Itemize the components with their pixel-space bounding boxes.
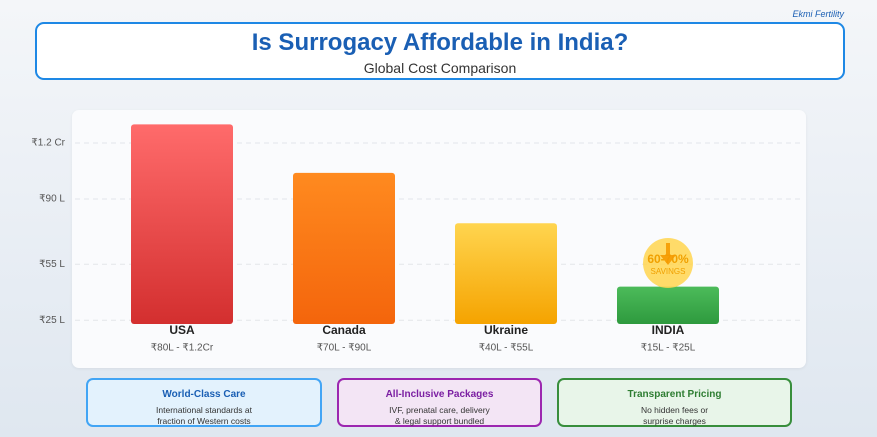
y-tick-label: ₹25 L — [39, 315, 65, 326]
savings-subtext: SAVINGS — [651, 267, 686, 276]
y-tick-label: ₹1.2 Cr — [31, 138, 65, 149]
feature-card: All-Inclusive Packages IVF, prenatal car… — [337, 378, 542, 427]
x-tick-label: INDIA — [652, 323, 685, 337]
savings-arrow — [660, 243, 676, 265]
title: Is Surrogacy Affordable in India? — [251, 29, 629, 56]
feature-title: All-Inclusive Packages — [385, 389, 494, 400]
feature-line: fraction of Western costs — [157, 416, 251, 426]
range-label: ₹80L - ₹1.2Cr — [151, 343, 214, 354]
x-tick-label: USA — [169, 323, 195, 337]
feature-title: World-Class Care — [162, 389, 246, 400]
bar — [293, 172, 395, 324]
feature-line: No hidden fees or — [640, 405, 709, 415]
brand: Ekmi Fertility — [792, 9, 845, 19]
feature-line: & legal support bundled — [394, 416, 485, 426]
y-tick-label: ₹55 L — [39, 259, 65, 270]
bar — [455, 223, 557, 324]
range-label: ₹15L - ₹25L — [641, 343, 696, 354]
feature-card: World-Class Care International standards… — [86, 378, 322, 427]
feature-line: International standards at — [156, 405, 252, 415]
range-label: ₹70L - ₹90L — [317, 343, 372, 354]
feature-card: Transparent Pricing No hidden fees or sur… — [557, 378, 792, 427]
x-tick-label: Canada — [322, 323, 366, 337]
bar — [617, 286, 719, 324]
feature-line: surprise charges — [643, 416, 706, 426]
feature-text: International standards at fraction of We… — [88, 405, 320, 427]
header: Is Surrogacy Affordable in India? Global… — [35, 22, 845, 80]
feature-text: IVF, prenatal care, delivery & legal supp… — [339, 405, 540, 427]
y-tick-label: ₹90 L — [39, 194, 65, 205]
feature-line: IVF, prenatal care, delivery — [389, 405, 490, 415]
x-tick-label: Ukraine — [484, 323, 528, 337]
subtitle: Global Cost Comparison — [363, 60, 517, 76]
feature-title: Transparent Pricing — [627, 389, 722, 400]
feature-text: No hidden fees or surprise charges — [559, 405, 790, 427]
bar — [131, 124, 233, 325]
range-label: ₹40L - ₹55L — [479, 343, 534, 354]
